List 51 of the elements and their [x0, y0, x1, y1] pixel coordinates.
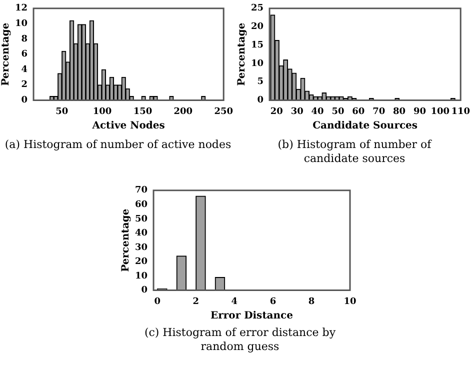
x-tick-label: 250 — [214, 106, 234, 117]
x-tick-label: 100 — [92, 106, 112, 117]
x-axis-title: Candidate Sources — [312, 120, 418, 132]
text: (c) Histogram of error distance by random guess — [143, 326, 337, 354]
y-tick-label: 10 — [134, 271, 148, 282]
y-tick-label: 30 — [134, 242, 148, 253]
x-tick-label: 10 — [344, 296, 356, 307]
x-axis-title: Active Nodes — [91, 120, 166, 132]
x-tick-label: 90 — [413, 106, 426, 117]
x-tick-label: 6 — [270, 296, 276, 307]
x-tick-label: 80 — [393, 106, 406, 117]
y-tick-label: 0 — [257, 96, 264, 106]
y-tick-label: 12 — [14, 4, 28, 14]
x-tick-label: 2 — [192, 296, 200, 307]
y-tick-label: 25 — [250, 4, 264, 14]
x-tick-label: 40 — [311, 106, 324, 117]
x-tick-label: 30 — [290, 106, 304, 117]
y-tick-label: 5 — [257, 77, 264, 88]
y-tick-label: 0 — [21, 96, 28, 106]
y-tick-label: 20 — [134, 257, 148, 268]
x-tick-label: 20 — [270, 106, 283, 117]
y-tick-label: 70 — [134, 186, 148, 196]
y-tick-label: 15 — [250, 40, 264, 50]
y-tick-label: 4 — [21, 64, 28, 75]
x-tick-label: 110 — [451, 106, 470, 117]
y-tick-label: 8 — [21, 34, 28, 44]
x-tick-label: 50 — [56, 106, 68, 117]
x-tick-label: 4 — [231, 296, 238, 307]
y-tick-label: 60 — [134, 200, 148, 210]
text: (b) Histogram of number of candidate sources — [276, 138, 433, 166]
y-tick-label: 6 — [21, 50, 28, 60]
y-axis-title: Percentage — [120, 208, 132, 272]
y-axis-title: Percentage — [236, 22, 248, 86]
y-tick-label: 2 — [21, 80, 28, 90]
x-tick-label: 8 — [308, 296, 315, 307]
x-tick-label: 50 — [332, 106, 344, 117]
y-tick-label: 50 — [134, 214, 148, 224]
y-axis-title: Percentage — [0, 22, 12, 86]
text: (a) Histogram of number of active nodes — [4, 138, 232, 152]
y-tick-label: 0 — [141, 286, 148, 296]
x-axis-title: Error Distance — [210, 310, 294, 322]
y-tick-label: 20 — [250, 22, 264, 32]
x-tick-label: 200 — [174, 106, 193, 117]
y-tick-label: 40 — [134, 228, 148, 239]
x-tick-label: 0 — [154, 296, 161, 307]
y-tick-label: 10 — [14, 19, 28, 30]
x-tick-label: 100 — [430, 106, 450, 117]
x-tick-label: 60 — [352, 106, 365, 117]
y-tick-label: 10 — [250, 58, 264, 69]
x-tick-label: 150 — [133, 106, 152, 117]
x-tick-label: 70 — [372, 106, 386, 117]
